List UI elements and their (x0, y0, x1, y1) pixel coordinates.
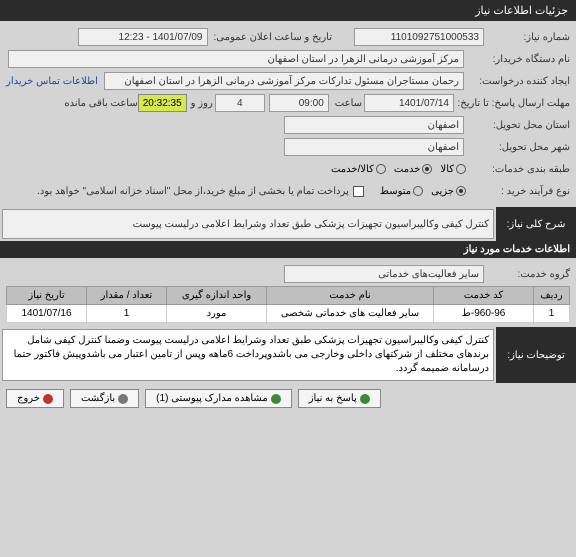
radio-service[interactable]: خدمت (394, 164, 433, 175)
cell-code: 960-96-ط (434, 305, 534, 323)
footer-buttons: خروج بازگشت مشاهده مدارک پیوستی (1) پاسخ… (0, 383, 576, 414)
contact-info-link[interactable]: اطلاعات تماس خریدار (6, 76, 98, 87)
radio-goods[interactable]: کالا (440, 164, 466, 175)
panel-title: جزئیات اطلاعات نیاز (475, 5, 568, 17)
buyer-org-label: نام دستگاه خریدار: (470, 54, 570, 65)
col-date: تاریخ نیاز (7, 287, 87, 305)
radio-both[interactable]: کالا/خدمت (331, 164, 386, 175)
need-details-panel: جزئیات اطلاعات نیاز شماره نیاز: 11010927… (0, 0, 576, 414)
radio-partial[interactable]: جزیی (431, 186, 466, 197)
deadline-date-value: 1401/07/14 (364, 94, 454, 112)
col-name: نام خدمت (267, 287, 434, 305)
exit-icon (43, 394, 53, 404)
panel-header: جزئیات اطلاعات نیاز (0, 0, 576, 21)
service-class-radio-group: کالا خدمت کالا/خدمت (331, 164, 466, 175)
delivery-province-value: اصفهان (284, 116, 464, 134)
need-summary-row: شرح کلی نیاز: کنترل کیفی وکالیبراسیون تج… (0, 207, 576, 241)
payment-note-text: پرداخت تمام یا بخشی از مبلغ خرید،از محل … (37, 186, 349, 197)
remaining-label: ساعت باقی مانده (64, 98, 137, 109)
radio-medium[interactable]: متوسط (380, 186, 423, 197)
back-icon (118, 394, 128, 404)
services-section: گروه خدمت: سایر فعالیت‌های خدماتی ردیف ک… (0, 258, 576, 327)
table-row[interactable]: 1 960-96-ط سایر فعالیت های خدماتی شخصی م… (7, 305, 570, 323)
hour-label: ساعت (335, 98, 362, 109)
need-desc-row: توضیحات نیاز: کنترل کیفی وکالیبراسیون تج… (0, 327, 576, 383)
view-attachments-button[interactable]: مشاهده مدارک پیوستی (1) (145, 389, 292, 408)
col-code: کد خدمت (434, 287, 534, 305)
table-header-row: ردیف کد خدمت نام خدمت واحد اندازه گیری ت… (7, 287, 570, 305)
days-label: روز و (191, 98, 213, 109)
payment-checkbox[interactable] (353, 186, 364, 197)
col-unit: واحد اندازه گیری (167, 287, 267, 305)
respond-icon (360, 394, 370, 404)
need-desc-label: توضیحات نیاز: (496, 327, 576, 383)
general-info-section: شماره نیاز: 1101092751000533 تاریخ و ساع… (0, 21, 576, 207)
hours-left-badge: 20:32:35 (138, 94, 187, 112)
cell-qty: 1 (87, 305, 167, 323)
col-row: ردیف (534, 287, 570, 305)
services-table: ردیف کد خدمت نام خدمت واحد اندازه گیری ت… (6, 286, 570, 323)
cell-unit: مورد (167, 305, 267, 323)
request-creator-label: ایجاد کننده درخواست: (470, 76, 570, 87)
exit-button[interactable]: خروج (6, 389, 64, 408)
request-creator-value: رحمان مستاجران مسئول تدارکات مرکز آموزشی… (104, 72, 464, 90)
announce-date-value: 1401/07/09 - 12:23 (78, 28, 208, 46)
back-button[interactable]: بازگشت (70, 389, 139, 408)
respond-button[interactable]: پاسخ به نیاز (298, 389, 381, 408)
need-number-value: 1101092751000533 (354, 28, 484, 46)
col-qty: تعداد / مقدار (87, 287, 167, 305)
attachment-icon (271, 394, 281, 404)
purchase-type-label: نوع فرآیند خرید : (470, 186, 570, 197)
need-desc-value: کنترل کیفی وکالیبراسیون تجهیزات پزشکی طب… (2, 329, 494, 381)
cell-row: 1 (534, 305, 570, 323)
days-left-value: 4 (215, 94, 265, 112)
purchase-type-radio-group: جزیی متوسط (380, 186, 466, 197)
service-class-label: طبقه بندی خدمات: (470, 164, 570, 175)
need-summary-value: کنترل کیفی وکالیبراسیون تجهیزات پزشکی طب… (2, 209, 494, 239)
buyer-org-value: مرکز آموزشی درمانی الزهرا در استان اصفها… (8, 50, 464, 68)
deadline-hour-value: 09:00 (269, 94, 329, 112)
services-info-header: اطلاعات خدمات مورد نیاز (0, 241, 576, 258)
payment-note-wrap: پرداخت تمام یا بخشی از مبلغ خرید،از محل … (33, 186, 364, 197)
need-number-label: شماره نیاز: (490, 32, 570, 43)
delivery-city-value: اصفهان (284, 138, 464, 156)
cell-name: سایر فعالیت های خدماتی شخصی (267, 305, 434, 323)
delivery-city-label: شهر محل تحویل: (470, 142, 570, 153)
service-group-value: سایر فعالیت‌های خدماتی (284, 265, 484, 283)
deadline-label: مهلت ارسال پاسخ: تا تاریخ: (460, 98, 570, 109)
delivery-province-label: استان محل تحویل: (470, 120, 570, 131)
cell-date: 1401/07/16 (7, 305, 87, 323)
need-summary-label: شرح کلی نیاز: (496, 207, 576, 241)
announce-date-label: تاریخ و ساعت اعلان عمومی: (214, 32, 333, 43)
service-group-label: گروه خدمت: (490, 269, 570, 280)
